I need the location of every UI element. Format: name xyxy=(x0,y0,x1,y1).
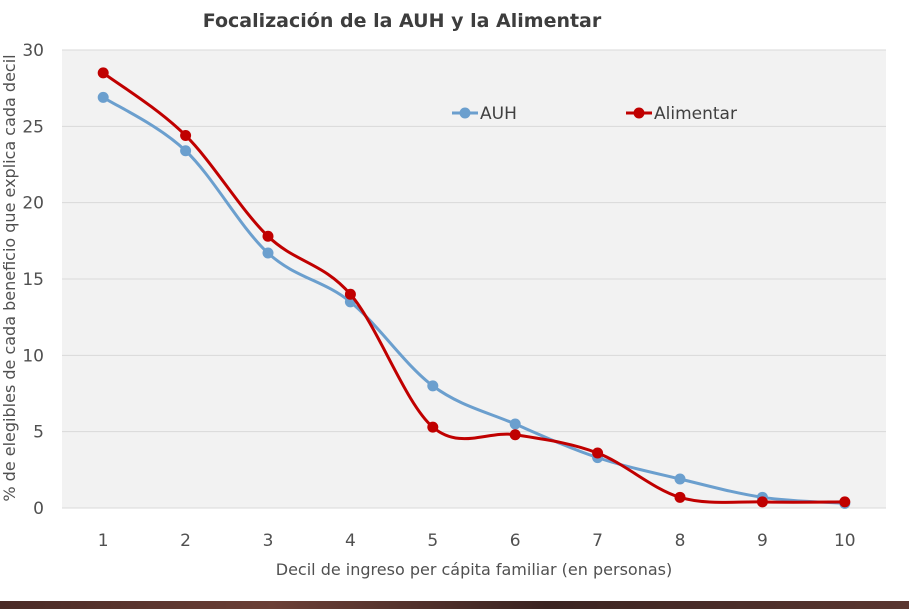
legend-swatch-marker xyxy=(633,107,645,119)
data-point xyxy=(97,67,109,79)
legend-item: Alimentar xyxy=(626,104,737,124)
data-point xyxy=(509,429,521,441)
x-tick-label: 7 xyxy=(592,531,603,551)
data-point xyxy=(592,447,604,459)
x-tick-label: 8 xyxy=(675,531,686,551)
series-alimentar xyxy=(97,67,851,508)
data-point xyxy=(427,421,439,433)
x-tick-label: 2 xyxy=(180,531,191,551)
series-line xyxy=(102,71,845,504)
series-line xyxy=(102,96,845,505)
legend-item: AUH xyxy=(452,104,517,124)
x-tick-label: 1 xyxy=(98,531,109,551)
x-tick-label: 3 xyxy=(263,531,274,551)
x-tick-label: 6 xyxy=(510,531,521,551)
x-axis-label: Decil de ingreso per cápita familiar (en… xyxy=(276,560,672,579)
data-point xyxy=(97,91,109,103)
data-point xyxy=(509,418,521,430)
data-point xyxy=(839,496,851,508)
x-tick-label: 10 xyxy=(834,531,856,551)
y-tick-label: 10 xyxy=(22,346,44,366)
y-tick-label: 15 xyxy=(22,270,44,290)
data-point xyxy=(427,380,439,392)
chart-title: Focalización de la AUH y la Alimentar xyxy=(203,10,602,32)
data-point xyxy=(674,473,686,485)
y-tick-label: 30 xyxy=(22,41,44,61)
data-point xyxy=(756,496,768,508)
x-tick-label: 5 xyxy=(427,531,438,551)
data-point xyxy=(262,230,274,242)
y-tick-label: 0 xyxy=(33,499,44,519)
axis-ticks: 0 5 10 15 20 25 30 1 2 3 4 5 6 7 8 9 10 xyxy=(22,41,855,551)
legend-swatch-marker xyxy=(459,107,471,119)
data-point xyxy=(674,491,686,503)
legend-label: Alimentar xyxy=(654,104,737,124)
legend-label: AUH xyxy=(480,104,517,124)
x-tick-label: 4 xyxy=(345,531,356,551)
y-axis-label: % de elegibles de cada beneficio que exp… xyxy=(0,54,19,501)
data-point xyxy=(180,129,192,141)
series xyxy=(97,67,851,509)
data-point xyxy=(262,247,274,259)
data-point xyxy=(180,145,192,157)
legend: AUH Alimentar xyxy=(452,104,737,124)
gridlines xyxy=(62,49,886,509)
bottom-edge-strip xyxy=(0,601,909,609)
x-tick-label: 9 xyxy=(757,531,768,551)
y-tick-label: 5 xyxy=(33,423,44,443)
y-tick-label: 20 xyxy=(22,194,44,214)
y-tick-label: 25 xyxy=(22,117,44,137)
data-point xyxy=(344,288,356,300)
